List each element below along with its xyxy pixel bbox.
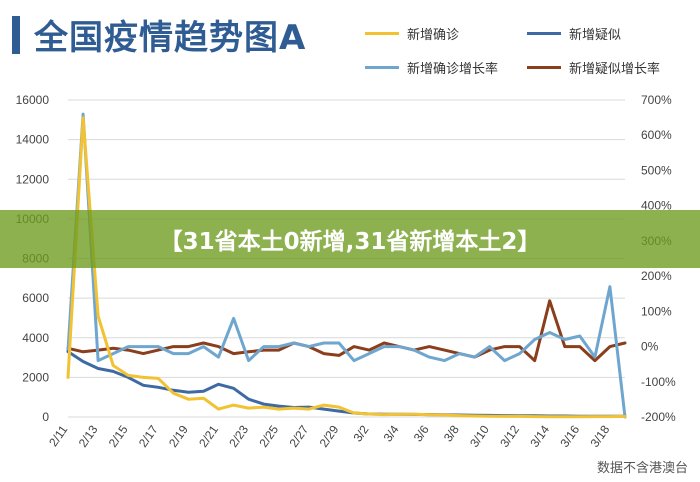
x-tick-label: 3/10 [467, 422, 492, 449]
y-left-tick-label: 2000 [22, 370, 49, 384]
y-left-tick-label: 14000 [16, 133, 50, 147]
banner-text: 【31省本土0新增,31省新增本土2】 [159, 229, 541, 255]
series-line-0 [66, 116, 627, 419]
x-tick-label: 3/2 [350, 422, 371, 444]
watermark: 数据不含港澳台 [596, 461, 688, 476]
y-left-tick-label: 0 [42, 410, 49, 424]
x-tick-label: 3/16 [557, 422, 582, 449]
y-left-tick-label: 6000 [22, 291, 49, 305]
title-block: 全国疫情趋势图A [12, 10, 306, 59]
y-right-tick-label: -100% [641, 375, 676, 389]
x-tick-label: 2/25 [256, 422, 281, 449]
y-left-tick-label: 4000 [22, 331, 49, 345]
news-banner: 【31省本土0新增,31省新增本土2】 [0, 210, 700, 268]
x-tick-label: 2/11 [46, 422, 71, 449]
title-accent-bar [12, 15, 20, 54]
x-tick-label: 2/17 [136, 422, 161, 449]
y-right-tick-label: 600% [641, 128, 672, 142]
x-tick-label: 2/23 [226, 422, 251, 449]
x-tick-label: 2/21 [196, 422, 221, 449]
y-right-tick-label: 500% [641, 163, 672, 177]
x-tick-label: 2/27 [286, 422, 311, 449]
y-right-tick-label: 700% [641, 93, 672, 107]
y-left-tick-label: 12000 [16, 172, 50, 186]
x-tick-label: 3/14 [527, 422, 552, 449]
legend-swatch-confirmed-growth [365, 66, 399, 69]
series-line-2 [66, 112, 627, 419]
legend-item-suspected: 新增疑似 [527, 24, 621, 43]
series-line-1 [66, 350, 627, 418]
x-tick-label: 2/29 [317, 422, 342, 449]
y-right-tick-label: 0% [641, 340, 659, 354]
y-right-tick-label: 200% [641, 269, 672, 283]
legend-label: 新增疑似 [569, 28, 622, 43]
x-tick-label: 3/8 [441, 422, 462, 444]
legend-label: 新增确诊 [407, 28, 460, 43]
x-tick-label: 3/18 [588, 422, 613, 449]
y-right-tick-label: -200% [641, 410, 676, 424]
legend-item-confirmed: 新增确诊 [365, 24, 459, 43]
x-tick-label: 3/6 [411, 422, 432, 444]
x-tick-label: 3/4 [381, 422, 402, 444]
y-right-tick-label: 400% [641, 199, 672, 213]
legend-swatch-confirmed [365, 32, 399, 35]
y-left-tick-label: 16000 [16, 93, 50, 107]
legend-swatch-suspected [527, 32, 561, 35]
x-tick-label: 2/19 [166, 422, 191, 449]
legend-label: 新增确诊增长率 [407, 62, 499, 77]
x-tick-label: 3/12 [497, 422, 522, 449]
chart-title: 全国疫情趋势图A [34, 18, 307, 58]
legend-item-confirmed-growth: 新增确诊增长率 [365, 58, 498, 77]
x-tick-label: 2/13 [76, 422, 101, 449]
legend-item-suspected-growth: 新增疑似增长率 [527, 58, 660, 77]
x-tick-label: 2/15 [106, 422, 131, 449]
legend-label: 新增疑似增长率 [569, 62, 661, 77]
y-right-tick-label: 100% [641, 304, 672, 318]
legend-swatch-suspected-growth [527, 66, 561, 69]
